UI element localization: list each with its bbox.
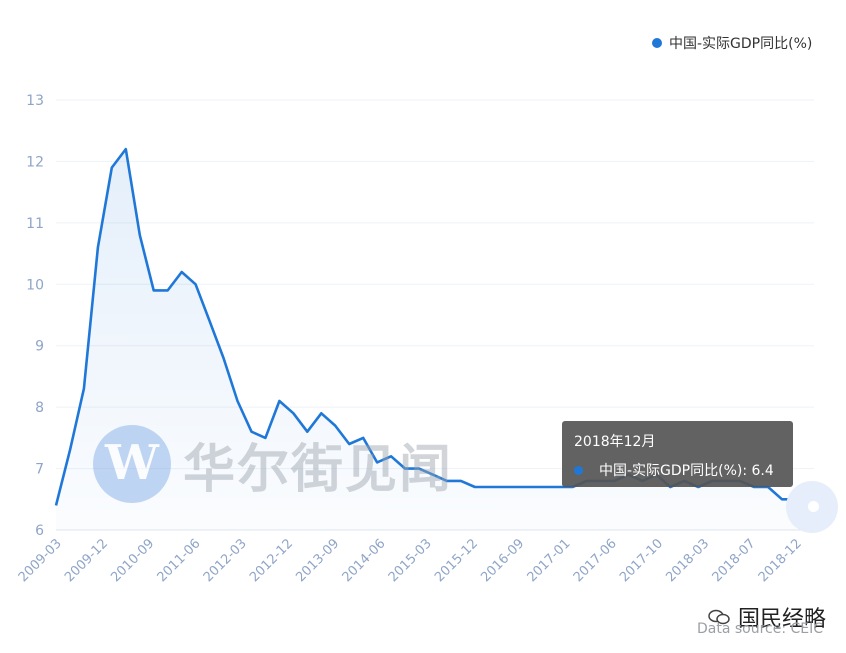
watermark-text: 华尔街见闻 [183,438,454,500]
x-tick-label: 2018-12 [756,536,805,585]
y-tick-label: 6 [35,523,44,539]
tooltip-title: 2018年12月 [574,434,656,450]
y-tick-label: 9 [35,339,44,355]
data-source: Data source: CEIC [697,621,824,637]
wechat-icon [708,609,730,625]
x-axis: 2009-032009-122010-092011-062012-032012-… [16,536,805,585]
brand-name: 国民经略 [738,607,827,632]
x-tick-label: 2017-10 [617,536,666,585]
tooltip-value: 中国-实际GDP同比(%): 6.4 [599,463,774,479]
x-tick-label: 2018-07 [710,536,759,585]
legend[interactable]: 中国-实际GDP同比(%) [652,33,812,53]
x-tick-label: 2012-03 [201,536,250,585]
tooltip: 2018年12月 中国-实际GDP同比(%): 6.4 [562,421,793,487]
x-tick-label: 2018-03 [663,536,712,585]
x-tick-label: 2017-06 [571,536,620,585]
y-tick-label: 7 [35,462,44,478]
legend-label: 中国-实际GDP同比(%) [669,36,813,52]
footer-brand: 国民经略 [708,601,826,633]
y-tick-label: 11 [26,216,44,232]
x-tick-label: 2015-03 [386,536,435,585]
zoom-handle[interactable] [786,481,838,533]
x-tick-label: 2017-01 [525,536,574,585]
y-tick-label: 12 [26,154,44,170]
watermark: W 华尔街见闻 [93,425,453,503]
y-tick-label: 13 [26,93,44,109]
tooltip-marker-icon [574,465,583,475]
legend-marker-icon [652,38,662,48]
x-tick-label: 2012-12 [247,536,296,585]
series-area [56,149,796,530]
y-tick-label: 8 [35,400,44,416]
x-tick-label: 2010-09 [108,536,157,585]
x-tick-label: 2016-09 [478,536,527,585]
watermark-logo-icon: W [93,425,171,503]
x-tick-label: 2015-12 [432,536,481,585]
y-tick-label: 10 [26,277,44,293]
tooltip-row: 中国-实际GDP同比(%): 6.4 [574,460,774,480]
y-axis: 6 7 8 9 10 11 12 13 [26,93,44,539]
x-tick-label: 2009-12 [62,536,111,585]
x-tick-label: 2009-03 [16,536,65,585]
x-tick-label: 2011-06 [155,536,204,585]
x-tick-label: 2013-09 [293,536,342,585]
x-tick-label: 2014-06 [340,536,389,585]
